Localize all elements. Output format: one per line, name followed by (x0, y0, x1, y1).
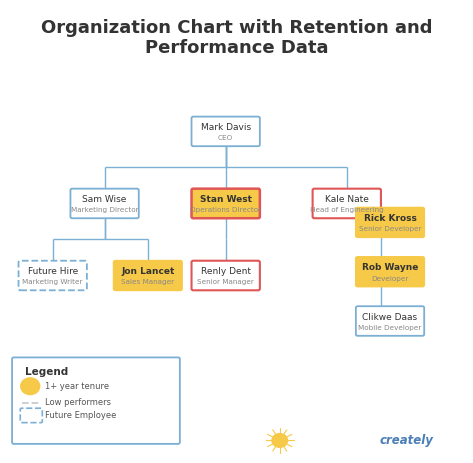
FancyBboxPatch shape (356, 257, 424, 287)
Text: Future Employee: Future Employee (45, 411, 116, 420)
FancyBboxPatch shape (70, 188, 139, 218)
Circle shape (272, 434, 288, 447)
Text: Rick Kross: Rick Kross (364, 214, 416, 223)
Text: 1+ year tenure: 1+ year tenure (45, 382, 109, 391)
Text: Developer: Developer (371, 275, 409, 282)
Text: Stan West: Stan West (200, 195, 252, 204)
Text: Senior Manager: Senior Manager (197, 279, 254, 285)
Text: Jon Lancet: Jon Lancet (121, 267, 175, 276)
Text: Legend: Legend (25, 367, 68, 377)
FancyBboxPatch shape (20, 408, 42, 423)
Text: Renly Dent: Renly Dent (201, 267, 251, 276)
Text: Senior Developer: Senior Developer (359, 226, 421, 232)
Text: Head of Engineering: Head of Engineering (310, 207, 384, 213)
FancyBboxPatch shape (313, 188, 381, 218)
Text: Mobile Developer: Mobile Developer (359, 325, 422, 331)
Text: Clikwe Daas: Clikwe Daas (362, 313, 418, 322)
FancyBboxPatch shape (192, 261, 260, 290)
Text: creately: creately (379, 434, 433, 447)
Text: Marketing Director: Marketing Director (71, 207, 139, 213)
FancyBboxPatch shape (192, 188, 260, 218)
Text: Kale Nate: Kale Nate (325, 195, 369, 204)
Text: Mark Davis: Mark Davis (201, 123, 251, 132)
Text: Low performers: Low performers (45, 398, 111, 407)
Text: Rob Wayne: Rob Wayne (362, 263, 418, 272)
Text: Organization Chart with Retention and
Performance Data: Organization Chart with Retention and Pe… (41, 19, 432, 57)
FancyBboxPatch shape (114, 261, 182, 290)
Text: Future Hire: Future Hire (27, 267, 78, 276)
FancyBboxPatch shape (356, 306, 424, 336)
FancyBboxPatch shape (12, 357, 180, 444)
FancyBboxPatch shape (18, 261, 87, 290)
Text: Operations Director: Operations Director (190, 207, 261, 213)
FancyBboxPatch shape (356, 207, 424, 237)
Text: Sam Wise: Sam Wise (82, 195, 127, 204)
FancyBboxPatch shape (192, 117, 260, 146)
Text: Sales Manager: Sales Manager (121, 279, 175, 285)
Text: Marketing Writer: Marketing Writer (22, 279, 83, 285)
Circle shape (21, 378, 40, 394)
Text: CEO: CEO (218, 135, 233, 141)
